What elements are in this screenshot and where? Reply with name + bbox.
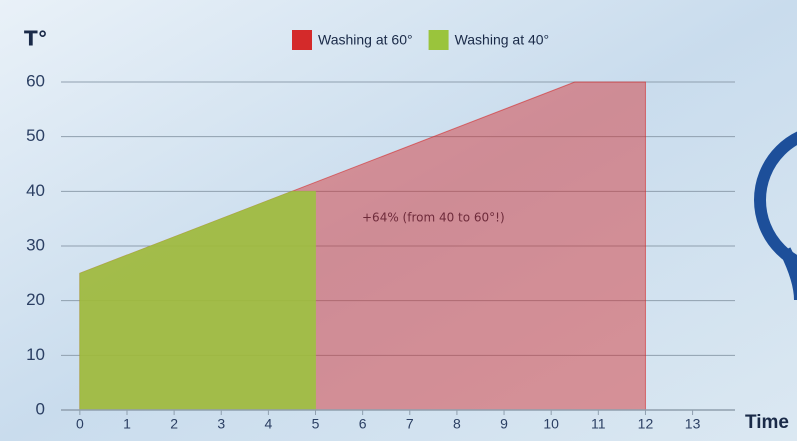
x-tick-label: 8 xyxy=(453,416,461,432)
annotation: +64% (from 40 to 60°!) xyxy=(362,211,505,225)
x-tick-label: 13 xyxy=(685,416,701,432)
x-tick-label: 0 xyxy=(76,416,84,432)
x-axis-label: Time xyxy=(745,412,789,433)
x-tick-label: 6 xyxy=(359,416,367,432)
x-tick-label: 7 xyxy=(406,416,414,432)
x-tick-label: 10 xyxy=(543,416,559,432)
legend-swatch xyxy=(428,30,449,50)
legend-label: Washing at 60° xyxy=(318,32,413,48)
y-tick-label: 20 xyxy=(26,290,45,309)
y-tick-label: 0 xyxy=(36,399,45,418)
x-tick-label: 1 xyxy=(123,416,131,432)
legend-label: Washing at 40° xyxy=(455,32,550,48)
x-tick-label: 5 xyxy=(312,416,320,432)
y-tick-label: 10 xyxy=(26,345,45,364)
x-tick-label: 3 xyxy=(217,416,225,432)
y-tick-label: 40 xyxy=(26,181,45,200)
x-tick-label: 11 xyxy=(591,416,606,432)
x-tick-label: 9 xyxy=(500,416,508,432)
x-tick-label: 4 xyxy=(264,416,272,432)
x-tick-label: 12 xyxy=(638,416,654,432)
lightbulb-icon xyxy=(754,131,797,301)
y-tick-label: 50 xyxy=(26,126,45,145)
y-axis-label: T° xyxy=(24,27,48,51)
legend-swatch xyxy=(292,30,312,50)
y-tick-label: 60 xyxy=(26,71,45,90)
y-tick-label: 30 xyxy=(26,235,45,254)
x-tick-label: 2 xyxy=(170,416,178,432)
